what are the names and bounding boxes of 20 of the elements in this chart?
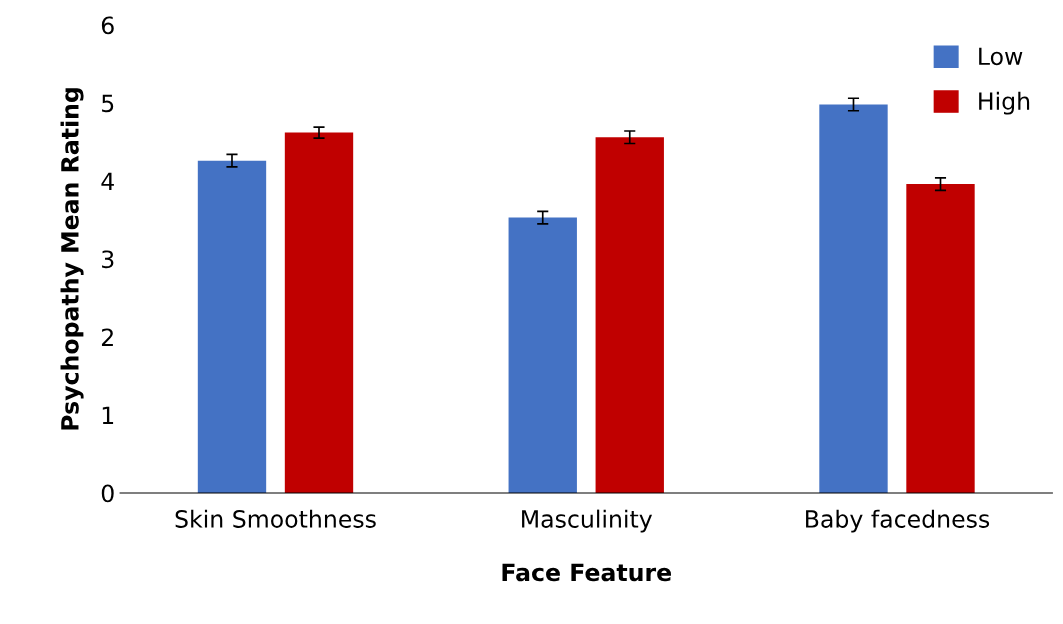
bar [508, 217, 577, 493]
bar [284, 132, 354, 493]
y-tick-label: 0 [101, 484, 114, 503]
y-tick-label: 3 [102, 250, 114, 269]
bar [197, 160, 267, 493]
bar [819, 104, 888, 493]
y-tick-label: 4 [101, 172, 114, 190]
legend-label: Low [979, 47, 1023, 66]
bar [906, 184, 975, 493]
y-tick-label: 6 [101, 16, 114, 35]
x-tick-label: Baby facedness [806, 509, 990, 533]
x-axis-title: Face Feature [502, 563, 671, 582]
x-tick-label: Masculinity [522, 509, 653, 533]
bar [595, 137, 664, 493]
legend-label: High [979, 91, 1030, 115]
y-tick-label: 1 [102, 406, 114, 424]
y-tick-label: 5 [102, 94, 114, 113]
y-tick-label: 2 [101, 328, 113, 346]
x-tick-label: Skin Smoothness [175, 509, 376, 528]
y-axis-title: Psychopathy Mean Rating [60, 88, 84, 430]
